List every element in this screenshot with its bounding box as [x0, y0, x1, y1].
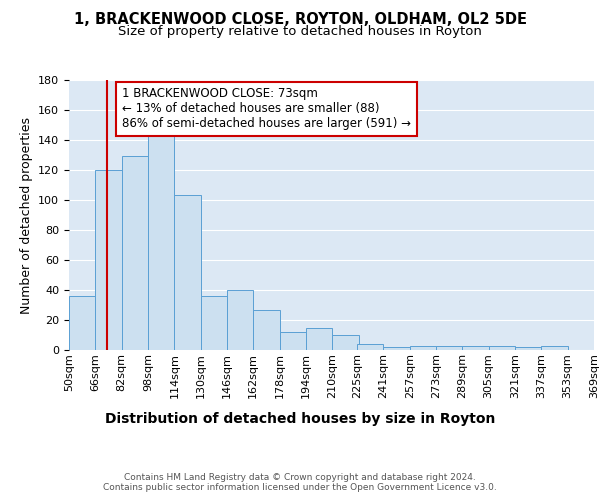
Text: 1 BRACKENWOOD CLOSE: 73sqm
← 13% of detached houses are smaller (88)
86% of semi: 1 BRACKENWOOD CLOSE: 73sqm ← 13% of deta… — [122, 88, 410, 130]
Bar — [95, 170, 122, 350]
Bar — [122, 156, 148, 350]
Text: Contains HM Land Registry data © Crown copyright and database right 2024.
Contai: Contains HM Land Registry data © Crown c… — [103, 473, 497, 492]
Bar — [332, 335, 359, 350]
Bar — [515, 347, 541, 350]
Text: Size of property relative to detached houses in Royton: Size of property relative to detached ho… — [118, 25, 482, 38]
Bar — [306, 328, 332, 350]
Bar — [410, 346, 436, 350]
Bar — [148, 134, 175, 350]
Bar — [463, 346, 488, 350]
Bar — [69, 296, 95, 350]
Bar — [541, 346, 568, 350]
Bar — [383, 347, 410, 350]
Y-axis label: Number of detached properties: Number of detached properties — [20, 116, 32, 314]
Bar — [280, 332, 306, 350]
Text: 1, BRACKENWOOD CLOSE, ROYTON, OLDHAM, OL2 5DE: 1, BRACKENWOOD CLOSE, ROYTON, OLDHAM, OL… — [74, 12, 527, 28]
Bar — [488, 346, 515, 350]
Text: Distribution of detached houses by size in Royton: Distribution of detached houses by size … — [105, 412, 495, 426]
Bar — [227, 290, 253, 350]
Bar — [253, 310, 280, 350]
Bar — [200, 296, 227, 350]
Bar — [436, 346, 463, 350]
Bar — [175, 196, 200, 350]
Bar — [357, 344, 383, 350]
